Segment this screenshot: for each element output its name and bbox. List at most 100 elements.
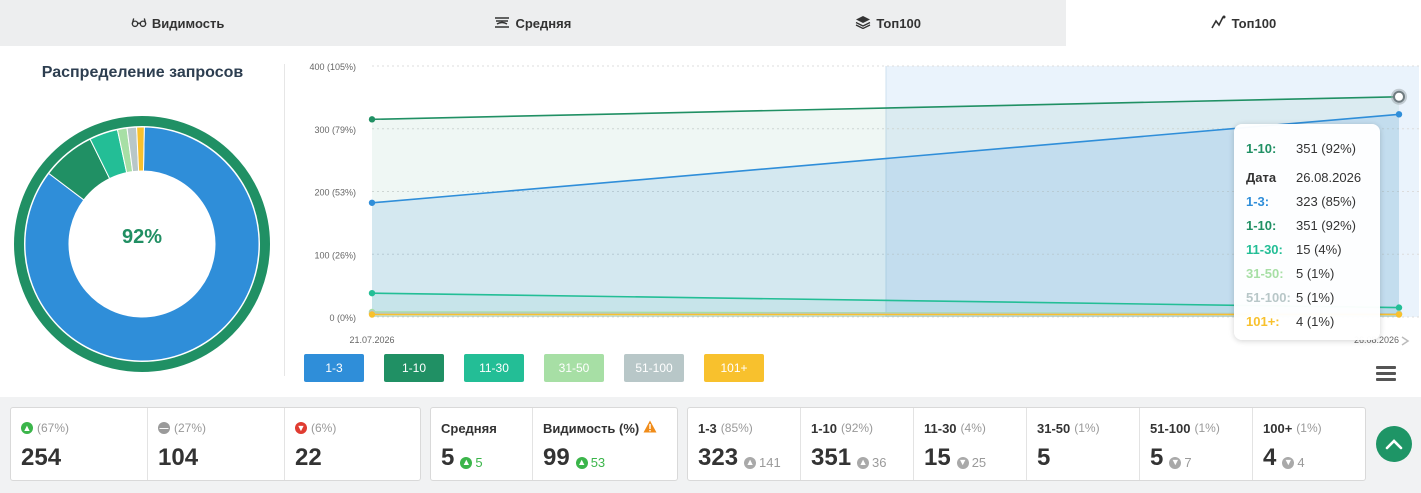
data-point-101+[interactable] xyxy=(368,311,376,318)
change-pct: (27%) xyxy=(174,421,207,435)
range-delta: ▼ 25 xyxy=(956,455,987,470)
tooltip-row-label: 1-10: xyxy=(1246,217,1277,233)
chevron-up-icon xyxy=(1385,439,1403,450)
series-line-11-30[interactable] xyxy=(371,292,1400,309)
tooltip-row-label: 101+: xyxy=(1246,313,1280,329)
stack-icon xyxy=(855,15,871,32)
area-1-3 xyxy=(372,114,1399,317)
chevron-right-icon[interactable] xyxy=(1401,336,1410,346)
legend-item-101+[interactable]: 101+ xyxy=(704,354,764,382)
delta-value: 25 xyxy=(971,455,987,470)
tooltip-row-value: 351 (92%) xyxy=(1296,217,1356,233)
range-cell-100+: 100+ (1%) 4 ▼ 4 xyxy=(1253,408,1365,480)
tooltip-row: 101+: 4 (1%) xyxy=(1246,309,1370,333)
area-1-10 xyxy=(372,96,1399,317)
arrow-up-circle-icon: ▲ xyxy=(857,456,870,469)
scroll-to-top-button[interactable] xyxy=(1376,426,1412,462)
data-point-11-30[interactable] xyxy=(368,289,376,297)
hamburger-menu-icon[interactable] xyxy=(1376,366,1396,382)
range-value: 351 xyxy=(811,444,852,471)
range-delta: ▼ 7 xyxy=(1169,455,1192,470)
chart-legend: 1-3 1-10 11-30 31-50 51-100 101+ xyxy=(304,354,764,382)
range-cell-1-10: 1-10 (92%) 351 ▲ 36 xyxy=(801,408,914,480)
tooltip-row: 1-3: 323 (85%) xyxy=(1246,189,1370,213)
tooltip-row-label: 51-100: xyxy=(1246,289,1291,305)
tooltip-row-value: 5 (1%) xyxy=(1296,289,1335,305)
arrow-up-circle-icon: ▲ xyxy=(744,456,757,469)
tooltip-header-label: 1-10: xyxy=(1246,140,1277,156)
change-value: 22 xyxy=(295,444,322,471)
x-tick-label: 26.08.2026 xyxy=(1354,335,1399,345)
tooltip-row: 11-30: 15 (4%) xyxy=(1246,237,1370,261)
arrow-up-circle-icon: ▲ xyxy=(460,456,473,469)
arrow-up-circle-icon: ▲ xyxy=(575,456,588,469)
legend-item-31-50[interactable]: 31-50 xyxy=(544,354,604,382)
distribution-title: Распределение запросов xyxy=(41,64,244,81)
tooltip-date-label: Дата xyxy=(1246,169,1277,185)
arrow-down-circle-icon: ▼ xyxy=(295,422,307,434)
chart-tooltip: 1-10: 351 (92%) Дата 26.08.2026 1-3: 323 … xyxy=(1234,124,1380,340)
data-point-101+[interactable] xyxy=(1395,311,1403,318)
legend-item-1-3[interactable]: 1-3 xyxy=(304,354,364,382)
series-line-1-3[interactable] xyxy=(371,113,1400,204)
arrow-down-circle-icon: ▼ xyxy=(956,456,969,469)
average-label: Средняя xyxy=(441,420,497,436)
delta-value: 7 xyxy=(1184,455,1192,470)
legend-item-51-100[interactable]: 51-100 xyxy=(624,354,684,382)
tab-label: Топ100 xyxy=(1231,15,1277,31)
x-tick-label: 21.07.2026 xyxy=(349,335,394,345)
range-label: 11-30 xyxy=(924,420,957,436)
data-point-11-30[interactable] xyxy=(1395,304,1403,311)
range-label: 100+ xyxy=(1263,420,1293,436)
tab-top100-stack[interactable]: Топ100 xyxy=(711,0,1066,46)
tab-average[interactable]: Средняя xyxy=(355,0,710,46)
tab-visibility[interactable]: Видимость xyxy=(0,0,355,46)
range-value: 323 xyxy=(698,444,739,471)
data-point-1-3[interactable] xyxy=(1395,111,1403,118)
tab-bar: Видимость Средняя Топ100 Топ100 xyxy=(0,0,1421,46)
visibility-cell: Видимость (%) 99 ▲ 53 xyxy=(533,408,677,480)
tooltip-date-value: 26.08.2026 xyxy=(1296,169,1362,185)
warning-icon[interactable] xyxy=(643,420,657,436)
series-line-1-10[interactable] xyxy=(371,95,1400,121)
range-pct: (1%) xyxy=(1296,421,1322,435)
range-delta: ▲ 36 xyxy=(857,455,887,470)
legend-item-11-30[interactable]: 11-30 xyxy=(464,354,524,382)
visibility-delta: ▲ 53 xyxy=(575,455,606,470)
range-value: 15 xyxy=(924,444,951,471)
range-cell-11-30: 11-30 (4%) 15 ▼ 25 xyxy=(914,408,1027,480)
range-label: 1-3 xyxy=(698,420,717,436)
range-cell-51-100: 51-100 (1%) 5 ▼ 7 xyxy=(1140,408,1253,480)
tab-label: Топ100 xyxy=(876,15,921,31)
visibility-label: Видимость (%) xyxy=(543,420,640,436)
range-label: 1-10 xyxy=(811,420,838,436)
average-value: 5 xyxy=(441,444,455,471)
tooltip-row-value: 323 (85%) xyxy=(1296,193,1356,209)
changes-card: ▲ (67%) 254 — (27%) 104 ▼ (6%) 22 xyxy=(10,407,421,481)
delta-value: 36 xyxy=(872,455,887,470)
tooltip-row: 1-10: 351 (92%) xyxy=(1246,213,1370,237)
data-point-1-10[interactable] xyxy=(368,116,376,123)
trend-icon xyxy=(1210,15,1227,32)
change-pct: (6%) xyxy=(311,421,337,435)
tooltip-date: Дата 26.08.2026 xyxy=(1246,165,1370,189)
donut-slice-101+[interactable] xyxy=(136,126,145,172)
range-value: 4 xyxy=(1263,444,1277,471)
tab-top100-trend[interactable]: Топ100 xyxy=(1065,0,1421,46)
distribution-donut xyxy=(14,116,270,372)
donut-slice-1-3[interactable] xyxy=(24,126,260,362)
y-tick-label: 100 (26%) xyxy=(314,250,356,260)
delta-value: 53 xyxy=(590,455,606,470)
main-panel: Распределение запросов 92% 400 (105%) 300… xyxy=(0,46,1421,397)
data-point-1-3[interactable] xyxy=(368,199,376,206)
tooltip-header: 1-10: 351 (92%) xyxy=(1246,136,1370,160)
arrow-down-circle-icon: ▼ xyxy=(1169,456,1182,469)
range-pct: (4%) xyxy=(960,421,986,435)
y-tick-label: 0 (0%) xyxy=(329,313,356,323)
tooltip-row-label: 11-30: xyxy=(1246,241,1283,257)
change-same-cell: — (27%) 104 xyxy=(148,408,285,480)
range-pct: (92%) xyxy=(841,421,874,435)
change-value: 254 xyxy=(21,444,62,471)
legend-item-1-10[interactable]: 1-10 xyxy=(384,354,444,382)
delta-value: 4 xyxy=(1297,455,1305,470)
